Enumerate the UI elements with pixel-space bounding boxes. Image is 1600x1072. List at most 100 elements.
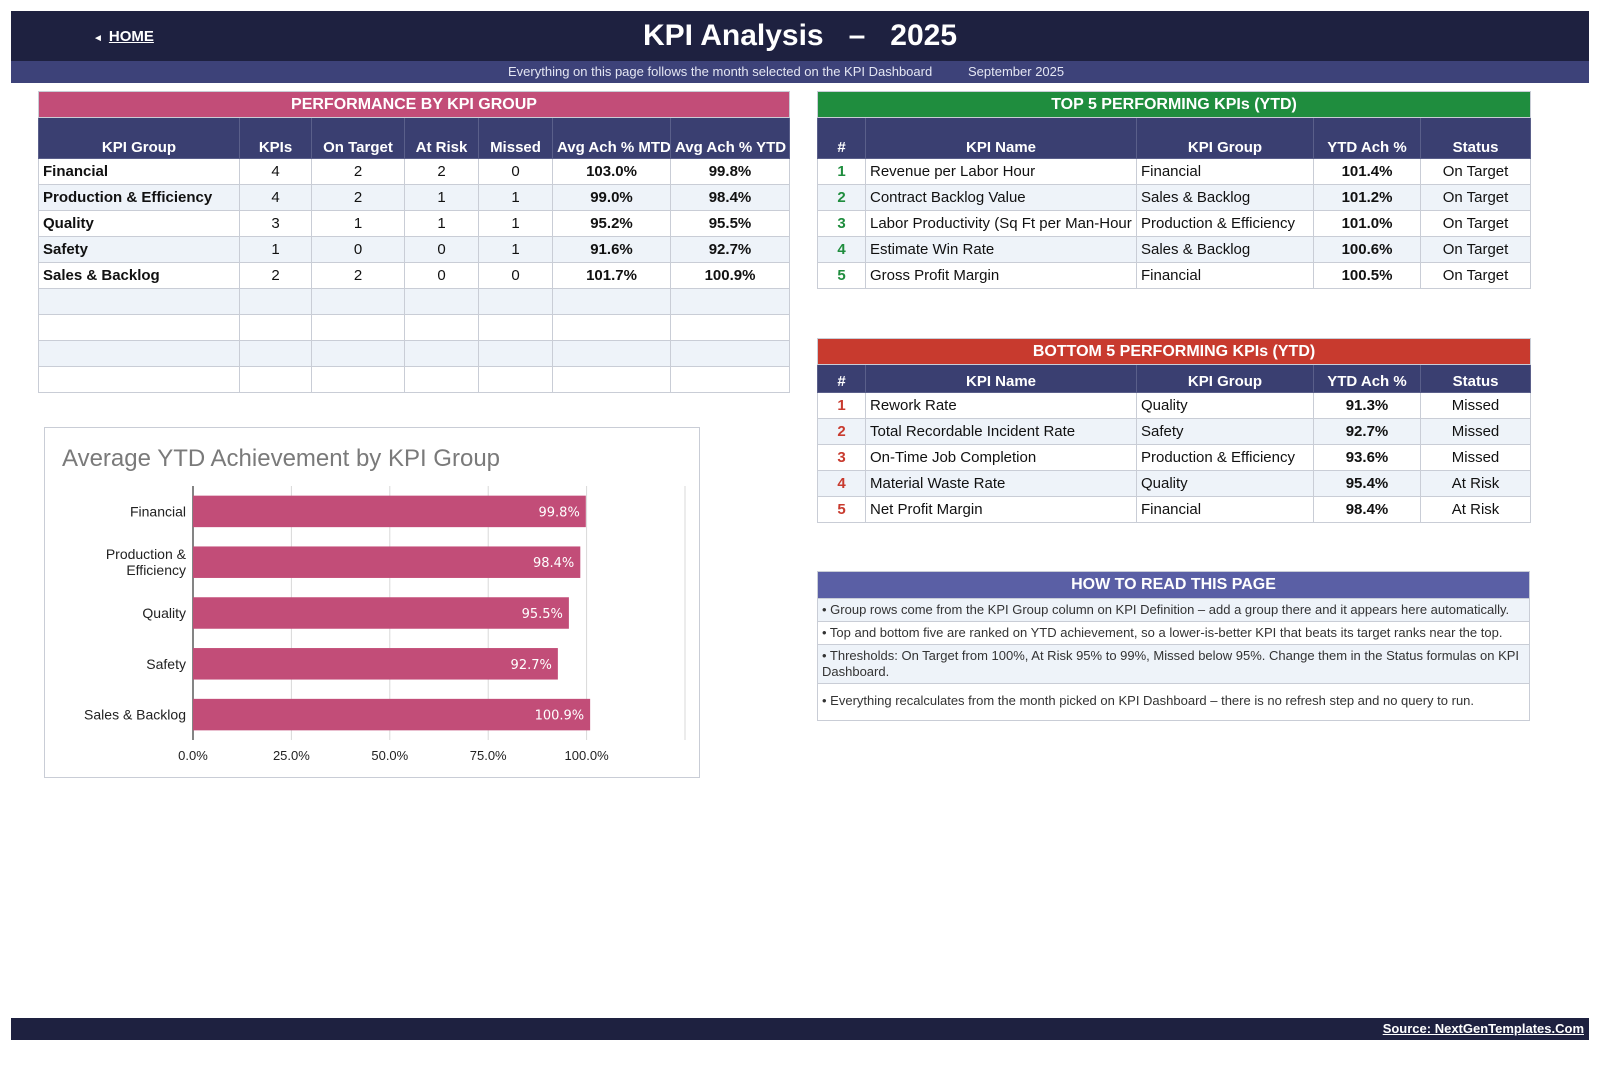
- subtitle-bar: Everything on this page follows the mont…: [11, 61, 1589, 83]
- table-cell: 0: [404, 236, 479, 263]
- table-row: 4 Estimate Win Rate Sales & Backlog 100.6% O…: [817, 236, 1532, 263]
- column-header: Missed: [478, 117, 553, 159]
- bar: [193, 698, 591, 731]
- table-cell: [552, 314, 671, 341]
- table-cell: [478, 340, 553, 367]
- table-cell: [552, 340, 671, 367]
- table-cell: [38, 340, 240, 367]
- table-cell: Sales & Backlog: [1136, 184, 1314, 211]
- y-tick-label: Sales & Backlog: [84, 707, 186, 723]
- table-cell: 1: [404, 184, 479, 211]
- column-header: KPI Group: [1136, 364, 1314, 393]
- table-cell: Safety: [38, 236, 240, 263]
- table-row: 3 On-Time Job Completion Production & Effi…: [817, 444, 1532, 471]
- table-cell: Quality: [38, 210, 240, 237]
- table-cell: 2: [311, 262, 405, 289]
- performance-caption: PERFORMANCE BY KPI GROUP: [38, 91, 790, 118]
- table-cell: 0: [404, 262, 479, 289]
- table-cell: 92.7%: [1313, 418, 1421, 445]
- table-cell: [552, 366, 671, 393]
- table-cell: Financial: [38, 158, 240, 185]
- column-header: #: [817, 117, 866, 159]
- bar: [193, 495, 586, 528]
- table-cell: 1: [478, 210, 553, 237]
- table-cell: [311, 340, 405, 367]
- column-header: YTD Ach %: [1313, 117, 1421, 159]
- table-cell: [404, 288, 479, 315]
- column-header: KPI Name: [865, 117, 1137, 159]
- bottom5-body: 1 Rework Rate Quality 91.3% Missed 2 Total Rec…: [817, 392, 1532, 523]
- top5-header-row: # KPI Name KPI Group YTD Ach % Status: [817, 117, 1532, 159]
- y-tick-label: Quality: [142, 605, 186, 621]
- bottom5-caption: BOTTOM 5 PERFORMING KPIs (YTD): [816, 338, 1532, 365]
- bar: [193, 597, 569, 629]
- bar-data-label: 100.9%: [535, 709, 585, 724]
- bar: [193, 546, 581, 578]
- table-cell: [404, 340, 479, 367]
- table-cell: [670, 288, 790, 315]
- table-cell: 95.5%: [670, 210, 790, 237]
- column-header: KPI Group: [1136, 117, 1314, 159]
- back-arrow-icon: ◄: [93, 33, 103, 44]
- table-cell: On Target: [1419, 262, 1532, 289]
- table-cell: [239, 288, 312, 315]
- home-label: HOME: [108, 28, 154, 45]
- table-cell: 2: [311, 184, 405, 211]
- source-link[interactable]: Source: NextGenTemplates.Com: [1382, 1021, 1584, 1036]
- table-row: 4 Material Waste Rate Quality 95.4% At Risk: [817, 470, 1532, 497]
- table-cell: 1: [478, 184, 553, 211]
- subtitle-note: Everything on this page follows the mont…: [508, 64, 933, 79]
- table-cell: Revenue per Labor Hour: [865, 158, 1137, 185]
- table-row: [38, 314, 790, 341]
- table-cell: [404, 366, 479, 393]
- table-cell: [239, 314, 312, 341]
- table-cell: Quality: [1136, 470, 1314, 497]
- table-cell: [38, 314, 240, 341]
- table-cell: 95.2%: [552, 210, 671, 237]
- top5-body: 1 Revenue per Labor Hour Financial 101.4% On…: [817, 158, 1532, 289]
- table-row: 1 Rework Rate Quality 91.3% Missed: [817, 392, 1532, 419]
- table-cell: 5: [817, 262, 866, 289]
- table-cell: [670, 340, 790, 367]
- table-cell: Material Waste Rate: [865, 470, 1137, 497]
- table-cell: Sales & Backlog: [38, 262, 240, 289]
- table-cell: 1: [817, 158, 866, 185]
- table-cell: 98.4%: [670, 184, 790, 211]
- y-tick-label: Efficiency: [126, 562, 186, 578]
- table-cell: 101.7%: [552, 262, 671, 289]
- table-cell: 100.6%: [1313, 236, 1421, 263]
- table-cell: On Target: [1419, 236, 1532, 263]
- table-cell: 2: [239, 262, 312, 289]
- table-cell: 91.6%: [552, 236, 671, 263]
- table-cell: Rework Rate: [865, 392, 1137, 419]
- column-header: YTD Ach %: [1313, 364, 1421, 393]
- table-row: Production & Efficiency 4 2 1 1 99.0% 98.4%: [38, 184, 790, 211]
- table-cell: Financial: [1136, 158, 1314, 185]
- column-header: Avg Ach % YTD: [670, 117, 790, 159]
- table-row: 1 Revenue per Labor Hour Financial 101.4% On…: [817, 158, 1532, 185]
- table-cell: 1: [817, 392, 866, 419]
- table-cell: 99.8%: [670, 158, 790, 185]
- table-cell: [478, 288, 553, 315]
- performance-table: PERFORMANCE BY KPI GROUP KPI Group KPIs On…: [38, 91, 790, 393]
- table-cell: Missed: [1419, 418, 1532, 445]
- table-row: 2 Contract Backlog Value Sales & Backlog 10…: [817, 184, 1532, 211]
- column-header: Status: [1419, 117, 1532, 159]
- table-row: 5 Net Profit Margin Financial 98.4% At Risk: [817, 496, 1532, 523]
- table-row: Financial 4 2 2 0 103.0% 99.8%: [38, 158, 790, 185]
- table-cell: [239, 366, 312, 393]
- table-cell: 101.0%: [1313, 210, 1421, 237]
- table-cell: 3: [817, 444, 866, 471]
- table-cell: Labor Productivity (Sq Ft per Man-Hour: [865, 210, 1137, 237]
- column-header: On Target: [311, 117, 405, 159]
- home-link[interactable]: ◄ HOME: [93, 28, 154, 45]
- top5-table: TOP 5 PERFORMING KPIs (YTD) # KPI Name KPI…: [816, 91, 1532, 289]
- table-cell: [311, 314, 405, 341]
- table-cell: Financial: [1136, 496, 1314, 523]
- ytd-achievement-chart: Average YTD Achievement by KPI Group 0.0…: [44, 427, 700, 778]
- chart-title: Average YTD Achievement by KPI Group: [62, 445, 501, 472]
- table-cell: 103.0%: [552, 158, 671, 185]
- table-cell: [552, 288, 671, 315]
- table-row: [38, 366, 790, 393]
- table-cell: 2: [311, 158, 405, 185]
